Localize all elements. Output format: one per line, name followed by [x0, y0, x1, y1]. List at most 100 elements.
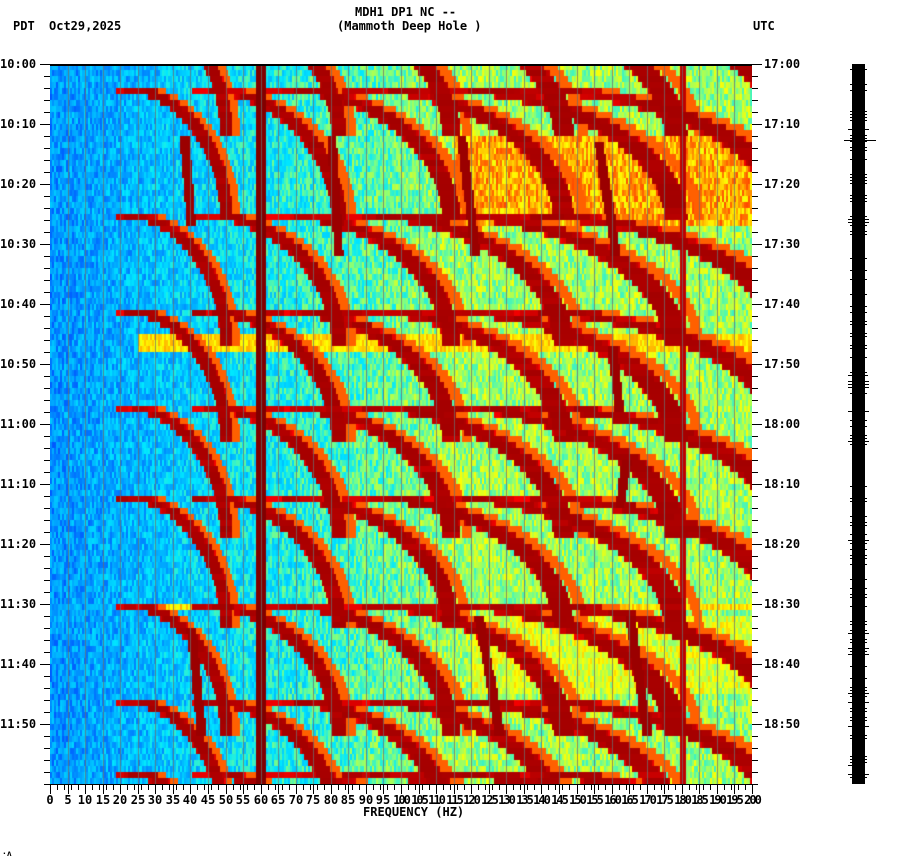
left-timezone-label: PDT	[13, 19, 35, 33]
x-tick-label: 185	[691, 793, 709, 807]
trace-tick	[850, 393, 867, 394]
trace-tick	[848, 654, 869, 655]
x-tick	[454, 784, 455, 794]
x-tick	[233, 784, 234, 790]
x-tick	[450, 784, 451, 790]
x-tick	[668, 784, 669, 790]
x-tick-label: 55	[235, 793, 251, 807]
x-tick-label: 0	[46, 793, 54, 807]
trace-tick	[850, 135, 867, 136]
x-tick	[85, 784, 86, 794]
trace-tick	[850, 324, 867, 325]
x-tick	[710, 784, 711, 790]
trace-tick	[850, 270, 867, 271]
trace-tick	[850, 630, 867, 631]
x-tick-label: 170	[639, 793, 657, 807]
x-tick-label: 45	[200, 793, 216, 807]
x-tick	[594, 784, 595, 794]
y-tick	[752, 352, 758, 353]
y-tick	[752, 64, 762, 65]
y-tick	[44, 160, 50, 161]
x-tick-label: 105	[411, 793, 429, 807]
y-tick	[752, 292, 758, 293]
y-tick	[752, 448, 758, 449]
y-tick-label-right: 18:10	[764, 477, 801, 491]
x-tick	[492, 784, 493, 790]
y-tick-label-left: 10:40	[0, 297, 37, 311]
y-tick	[44, 136, 50, 137]
y-tick	[40, 604, 50, 605]
x-tick-label: 190	[709, 793, 727, 807]
x-tick	[113, 784, 114, 790]
x-tick	[629, 784, 630, 794]
y-tick	[752, 400, 758, 401]
y-tick	[40, 304, 50, 305]
trace-tick	[848, 219, 869, 220]
y-tick	[752, 544, 762, 545]
y-tick	[752, 724, 762, 725]
x-tick	[282, 784, 283, 790]
x-tick	[524, 784, 525, 794]
trace-tick	[850, 597, 867, 598]
x-tick	[57, 784, 58, 790]
x-tick	[183, 784, 184, 790]
x-tick-label: 145	[551, 793, 569, 807]
x-tick	[148, 784, 149, 790]
x-tick	[422, 784, 423, 790]
x-tick	[103, 784, 104, 794]
trace-tick	[850, 147, 867, 148]
y-tick	[752, 760, 758, 761]
y-tick-label-right: 17:10	[764, 117, 801, 131]
x-tick	[429, 784, 430, 790]
y-tick	[752, 148, 758, 149]
y-tick	[44, 292, 50, 293]
y-tick	[752, 88, 758, 89]
trace-event-marker	[844, 140, 876, 141]
x-tick	[138, 784, 139, 794]
x-tick-label: 175	[656, 793, 674, 807]
y-tick	[44, 700, 50, 701]
x-tick	[485, 784, 486, 790]
trace-tick	[850, 588, 867, 589]
trace-tick	[850, 762, 867, 763]
y-tick	[44, 268, 50, 269]
y-tick	[752, 472, 758, 473]
x-tick	[689, 784, 690, 790]
y-tick-label-left: 10:20	[0, 177, 37, 191]
x-tick	[548, 784, 549, 790]
trace-tick	[850, 183, 867, 184]
x-tick-label: 155	[586, 793, 604, 807]
y-tick-label-left: 10:50	[0, 357, 37, 371]
trace-tick	[850, 435, 867, 436]
x-tick	[415, 784, 416, 790]
y-tick	[44, 328, 50, 329]
y-tick	[44, 376, 50, 377]
y-tick-label-left: 10:30	[0, 237, 37, 251]
y-tick	[44, 712, 50, 713]
x-tick-label: 115	[446, 793, 464, 807]
y-tick	[752, 688, 758, 689]
x-tick-label: 35	[165, 793, 181, 807]
y-tick-label-right: 18:20	[764, 537, 801, 551]
y-tick	[44, 172, 50, 173]
y-tick	[752, 376, 758, 377]
trace-tick	[850, 174, 867, 175]
y-tick	[44, 520, 50, 521]
station-name: (Mammoth Deep Hole )	[337, 19, 482, 33]
x-tick	[162, 784, 163, 790]
x-tick	[408, 784, 409, 790]
y-tick	[752, 412, 758, 413]
trace-tick	[850, 84, 867, 85]
trace-tick	[850, 225, 867, 226]
y-tick	[752, 712, 758, 713]
trace-tick	[848, 633, 869, 634]
x-tick	[190, 784, 191, 794]
y-tick	[44, 220, 50, 221]
trace-tick	[850, 720, 867, 721]
x-tick	[682, 784, 683, 794]
trace-tick	[850, 639, 867, 640]
x-tick	[373, 784, 374, 790]
y-tick-label-right: 18:30	[764, 597, 801, 611]
seismic-trace-strip	[852, 64, 865, 784]
x-tick-label: 85	[340, 793, 356, 807]
